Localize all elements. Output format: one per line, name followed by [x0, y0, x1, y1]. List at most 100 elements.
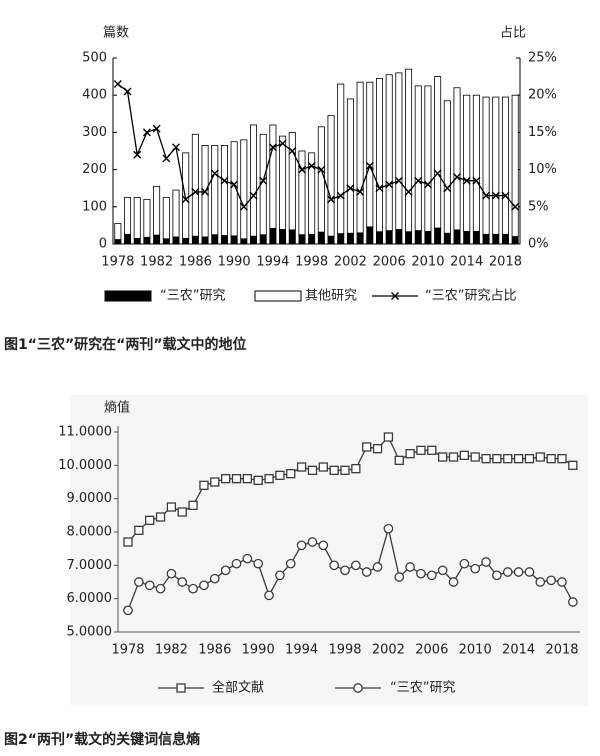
- y-tick-label: 7.0000: [67, 558, 113, 573]
- marker-x: [191, 187, 200, 196]
- bar-segment: [250, 124, 258, 237]
- bar-segment: [501, 233, 509, 245]
- bar-segment: [356, 232, 364, 245]
- marker-circle: [492, 570, 502, 581]
- marker-square: [329, 465, 339, 475]
- bar-segment: [463, 94, 471, 232]
- bar-segment: [279, 135, 287, 230]
- marker-x: [375, 184, 384, 193]
- bar-segment: [434, 227, 442, 245]
- marker-circle: [296, 540, 307, 551]
- marker-square: [307, 465, 318, 475]
- bar-segment: [211, 145, 219, 236]
- bar-segment: [375, 78, 383, 233]
- x-tick-label: 1982: [155, 643, 188, 658]
- marker-x: [443, 184, 452, 193]
- marker-square: [264, 474, 274, 484]
- marker-x: [423, 180, 432, 189]
- y-tick-label: 500: [82, 51, 107, 66]
- x-tick-label: 1998: [328, 643, 361, 658]
- y-tick-label: 6.0000: [67, 591, 113, 606]
- x-tick-label: 2014: [502, 643, 535, 658]
- marker-square: [199, 480, 209, 490]
- bar-segment: [182, 152, 190, 239]
- marker-circle: [166, 568, 177, 579]
- y2-tick-label: 15%: [528, 125, 557, 140]
- marker-square: [513, 454, 524, 464]
- marker-circle: [567, 597, 578, 607]
- bar-segment: [443, 100, 451, 234]
- bar-segment: [288, 229, 296, 245]
- y-tick-label: 8.0000: [67, 525, 113, 540]
- y-tick-label: 200: [82, 162, 107, 177]
- bar-segment: [356, 81, 364, 234]
- marker-x: [181, 195, 190, 204]
- bar-segment: [317, 126, 325, 233]
- bar-segment: [220, 145, 228, 236]
- marker-x: [239, 202, 248, 211]
- legend-marker: [176, 683, 186, 693]
- x-tick-label: 1994: [256, 255, 289, 270]
- marker-square: [394, 455, 404, 465]
- bar-segment: [259, 234, 267, 245]
- bar-segment: [230, 235, 238, 245]
- marker-square: [557, 454, 567, 464]
- x-tick-label: 2018: [489, 255, 522, 270]
- y-tick-label: 9.0000: [67, 491, 113, 506]
- x-tick-label: 2010: [459, 643, 492, 658]
- marker-x: [307, 161, 316, 170]
- marker-circle: [307, 537, 318, 547]
- bar-segment: [317, 231, 325, 245]
- marker-square: [275, 470, 285, 480]
- marker-x: [249, 191, 258, 200]
- bar-segment: [240, 238, 248, 245]
- marker-square: [481, 454, 491, 464]
- marker-circle: [557, 577, 567, 587]
- legend-swatch: [104, 290, 152, 302]
- marker-x: [346, 184, 355, 193]
- bar-segment: [337, 233, 345, 245]
- marker-x: [288, 147, 297, 155]
- bar-segment: [269, 124, 277, 229]
- bar-segment: [220, 235, 228, 245]
- legend-marker: [391, 292, 399, 300]
- marker-square: [470, 452, 480, 462]
- marker-square: [546, 454, 556, 464]
- bar-segment: [114, 239, 122, 245]
- bar-segment: [492, 233, 500, 245]
- bar-segment: [172, 189, 180, 238]
- marker-x: [385, 180, 394, 189]
- marker-square: [362, 442, 372, 452]
- marker-square: [448, 452, 459, 462]
- marker-circle: [546, 575, 557, 586]
- bar-segment: [153, 185, 161, 236]
- bar-segment: [385, 74, 393, 232]
- bar-segment: [366, 81, 374, 228]
- marker-square: [242, 474, 253, 484]
- y2-tick-label: 10%: [528, 162, 557, 177]
- marker-circle: [405, 562, 415, 572]
- bar-segment: [308, 152, 316, 235]
- marker-circle: [209, 573, 220, 584]
- axis-frame: [112, 58, 521, 245]
- marker-circle: [318, 540, 329, 551]
- plot-background: [70, 395, 588, 705]
- y-tick-label: 100: [82, 199, 107, 214]
- x-tick-label: 1982: [140, 255, 173, 270]
- marker-circle: [329, 560, 339, 571]
- bar-segment: [230, 141, 238, 237]
- marker-square: [134, 525, 144, 535]
- bar-segment: [182, 238, 190, 245]
- marker-circle: [524, 567, 535, 577]
- bar-segment: [114, 223, 122, 240]
- x-tick-label: 1978: [101, 255, 134, 270]
- marker-x: [268, 143, 277, 152]
- marker-x: [113, 80, 122, 89]
- marker-square: [524, 454, 535, 464]
- marker-square: [145, 515, 155, 525]
- bar-segment: [385, 230, 393, 245]
- bar-segment: [327, 115, 335, 237]
- marker-circle: [242, 553, 253, 564]
- marker-x: [433, 169, 442, 178]
- x-tick-label: 2018: [545, 643, 578, 658]
